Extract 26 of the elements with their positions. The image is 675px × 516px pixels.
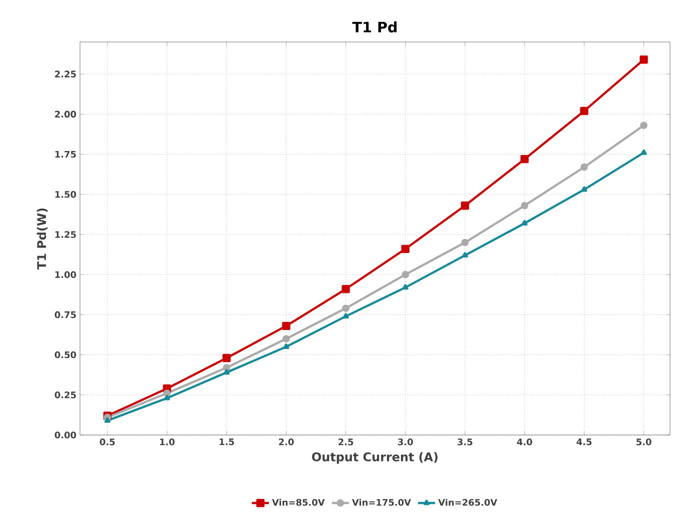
y-tick-label: 0.50	[54, 351, 76, 358]
x-tick-label: 4.0	[517, 438, 532, 446]
legend-label: Vin=265.0V	[438, 498, 498, 506]
x-tick-label: 1.5	[220, 438, 234, 446]
x-tick-label: 3.0	[398, 438, 413, 446]
x-tick-label: 5.0	[636, 438, 652, 446]
y-tick-label: 0.00	[54, 432, 76, 438]
y-tick-label: 0.25	[54, 392, 76, 398]
legend-label: Vin=175.0V	[352, 498, 411, 506]
y-tick-label: 1.25	[55, 231, 76, 238]
y-tick-label: 1.50	[55, 190, 76, 198]
x-tick-label: 2.0	[278, 438, 294, 446]
x-axis-title: Output Current (A)	[312, 452, 438, 464]
y-tick-label: 2.25	[55, 70, 76, 78]
y-axis-title: T1 Pd(W)	[36, 208, 48, 270]
x-tick-label: 4.5	[576, 438, 592, 446]
x-tick-label: 3.5	[458, 438, 472, 446]
y-tick-label: 2.00	[55, 110, 76, 118]
legend-label: Vin=85.0V	[272, 498, 325, 506]
y-tick-label: 1.00	[55, 271, 76, 278]
x-tick-label: 0.5	[100, 438, 115, 446]
x-tick-label: 2.5	[338, 438, 354, 446]
chart-title: T1 Pd	[352, 21, 397, 32]
y-tick-label: 0.75	[54, 311, 76, 318]
y-tick-label: 1.75	[55, 150, 76, 158]
x-tick-label: 1.0	[160, 438, 175, 446]
